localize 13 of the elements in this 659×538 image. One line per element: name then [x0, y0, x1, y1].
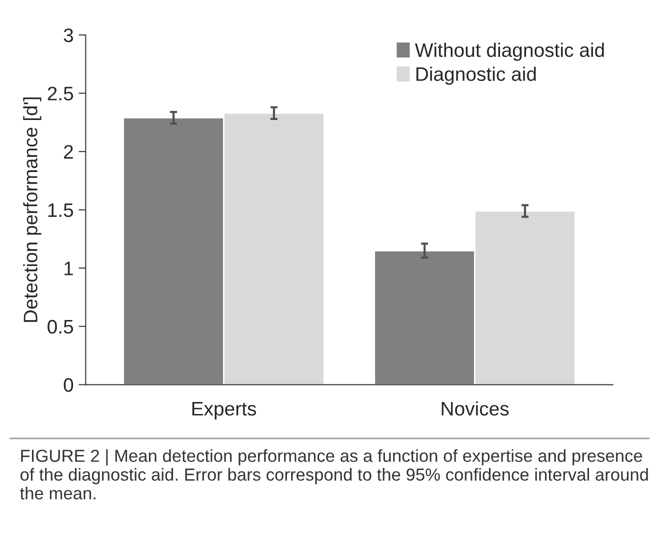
- y-tick-label: 2.5: [48, 86, 74, 100]
- caption: FIGURE 2 | Mean detection performance as a function of expertise and presence of the diagnostic aid. Error bars correspond to the 95% confidence interval around the mean.: [20, 449, 648, 500]
- y-tick-label: 0: [64, 378, 74, 392]
- legend-label: Without diagnostic aid: [414, 42, 604, 61]
- y-tick-label: 1: [64, 262, 73, 276]
- y-tick-label: 3: [64, 28, 74, 42]
- y-axis-title: Detection performance [d']: [23, 97, 42, 322]
- x-tick-label: Experts: [192, 402, 256, 420]
- legend-label: Diagnostic aid: [416, 66, 536, 85]
- y-tick-label: 0.5: [48, 320, 74, 334]
- x-tick-label: Novices: [442, 401, 509, 416]
- y-tick-label: 1.5: [48, 203, 74, 218]
- y-tick-label: 2: [64, 145, 73, 159]
